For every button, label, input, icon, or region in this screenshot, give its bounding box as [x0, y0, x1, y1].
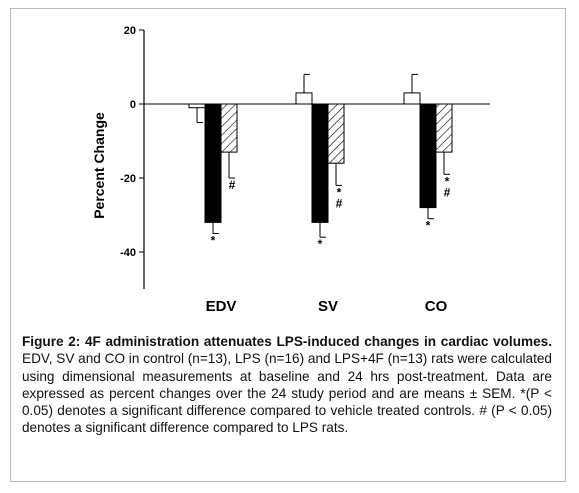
- bar: [435, 103, 453, 153]
- bar: [419, 103, 437, 209]
- bar: [204, 103, 222, 223]
- bar: [327, 103, 345, 164]
- y-tick-label: 20: [124, 25, 136, 37]
- significance-marker: #: [444, 185, 451, 199]
- x-category-label: SV: [318, 298, 338, 315]
- bar: [295, 92, 313, 105]
- x-category-label: EDV: [206, 298, 237, 315]
- significance-marker: *: [318, 237, 323, 251]
- y-tick-label: -40: [120, 247, 136, 259]
- y-tick-label: 0: [130, 99, 136, 111]
- bar: [220, 103, 238, 153]
- bar: [188, 103, 206, 109]
- significance-marker: *: [211, 234, 216, 248]
- significance-marker: *: [445, 174, 450, 188]
- x-category-label: CO: [425, 298, 448, 315]
- figure-caption: Figure 2: 4F administration attenuates L…: [22, 333, 552, 437]
- bar: [311, 103, 329, 223]
- figure-frame: [10, 8, 566, 482]
- significance-marker: #: [336, 196, 343, 210]
- y-axis-label: Percent Change: [91, 112, 107, 219]
- bar: [403, 92, 421, 105]
- significance-marker: *: [426, 219, 431, 233]
- significance-marker: *: [337, 185, 342, 199]
- caption-title: Figure 2: 4F administration attenuates L…: [22, 334, 552, 349]
- caption-body: EDV, SV and CO in control (n=13), LPS (n…: [22, 351, 552, 436]
- y-tick-label: -20: [120, 173, 136, 185]
- significance-marker: #: [229, 178, 236, 192]
